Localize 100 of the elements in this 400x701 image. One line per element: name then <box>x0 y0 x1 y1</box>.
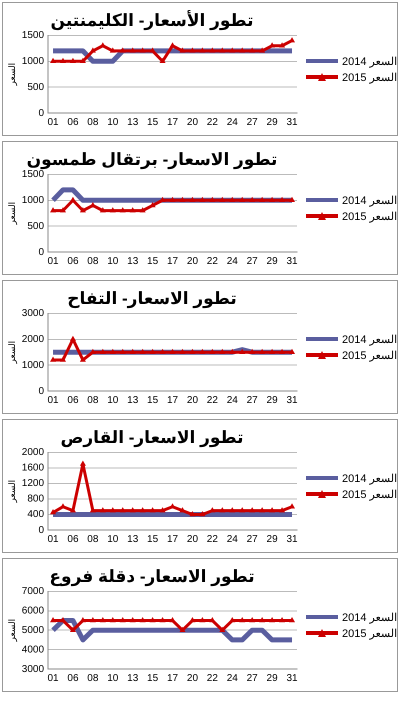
x-tick-label: 08 <box>87 394 99 406</box>
y-axis-title: السعر <box>6 62 18 86</box>
x-tick-label: 22 <box>206 672 218 684</box>
y-tick-label: 5000 <box>22 624 44 636</box>
y-axis-title: السعر <box>6 340 18 364</box>
x-tick-label: 06 <box>67 672 79 684</box>
x-tick-label: 29 <box>266 256 278 267</box>
x-tick-label: 10 <box>107 256 119 267</box>
x-tick-label: 27 <box>246 256 258 267</box>
x-tick-label: 08 <box>87 672 99 684</box>
x-tick-label: 22 <box>206 394 218 406</box>
x-tick-label: 31 <box>286 534 298 545</box>
x-tick-label: 24 <box>226 394 238 406</box>
x-tick-label: 24 <box>226 116 238 128</box>
x-tick-label: 31 <box>286 394 298 406</box>
x-tick-label: 27 <box>246 534 258 545</box>
chart-title: تطور الأسعار- الكليمنتين <box>50 8 254 31</box>
x-tick-label: 08 <box>87 534 99 545</box>
x-tick-label: 24 <box>226 256 238 267</box>
x-tick-label: 01 <box>47 672 60 684</box>
x-tick-label: 20 <box>186 672 198 684</box>
x-tick-label: 22 <box>206 116 218 128</box>
x-tick-label: 17 <box>166 256 179 267</box>
y-tick-label: 800 <box>27 494 44 505</box>
y-tick-label: 1000 <box>22 195 44 206</box>
y-axis-title: السعر <box>6 618 18 642</box>
x-tick-label: 17 <box>166 116 179 128</box>
x-tick-label: 06 <box>67 116 79 128</box>
y-tick-label: 1000 <box>22 56 44 68</box>
y-tick-label: 500 <box>27 220 44 232</box>
legend-label: السعر 2015 <box>342 70 398 84</box>
x-tick-label: 31 <box>286 672 298 684</box>
legend-label: السعر 2015 <box>342 488 398 500</box>
y-tick-label: 0 <box>38 246 44 258</box>
x-tick-label: 22 <box>206 256 218 267</box>
y-tick-label: 1500 <box>22 169 44 180</box>
x-tick-label: 01 <box>47 256 60 267</box>
chart-title: تطور الاسعار- القارص <box>60 428 244 448</box>
y-axis-title: السعر <box>6 480 18 504</box>
x-tick-label: 29 <box>266 672 278 684</box>
x-tick-label: 10 <box>107 672 119 684</box>
legend-label: السعر 2015 <box>342 348 398 362</box>
y-tick-label: 1200 <box>22 478 44 490</box>
y-tick-label: 0 <box>38 386 44 397</box>
y-tick-label: 2000 <box>22 334 44 346</box>
x-tick-label: 13 <box>127 394 139 406</box>
y-tick-label: 3000 <box>22 308 44 320</box>
legend-label: السعر 2015 <box>342 210 398 222</box>
x-tick-label: 10 <box>107 534 119 545</box>
x-tick-label: 13 <box>127 116 139 128</box>
x-tick-label: 08 <box>87 116 99 128</box>
x-tick-label: 10 <box>107 116 119 128</box>
y-tick-label: 7000 <box>22 586 44 598</box>
chart-title: تطور الاسعار- دقلة فروع <box>49 566 255 587</box>
x-tick-label: 27 <box>246 672 258 684</box>
x-tick-label: 06 <box>67 394 79 406</box>
y-tick-label: 4000 <box>22 644 44 656</box>
x-tick-label: 15 <box>147 394 159 406</box>
x-tick-label: 15 <box>147 534 159 545</box>
x-tick-label: 06 <box>67 534 79 545</box>
x-tick-label: 27 <box>246 394 258 406</box>
x-tick-label: 20 <box>186 256 198 267</box>
x-tick-label: 13 <box>127 256 139 267</box>
x-tick-label: 15 <box>147 672 159 684</box>
x-tick-label: 20 <box>186 116 198 128</box>
x-tick-label: 01 <box>47 116 60 128</box>
y-tick-label: 1000 <box>22 360 44 371</box>
x-tick-label: 20 <box>186 394 198 406</box>
x-tick-label: 17 <box>166 534 179 545</box>
legend-label: السعر 2014 <box>342 472 398 484</box>
y-tick-label: 400 <box>27 509 44 520</box>
legend-label: السعر 2014 <box>342 194 398 206</box>
x-tick-label: 08 <box>87 256 99 267</box>
x-tick-label: 29 <box>266 534 278 545</box>
y-tick-label: 0 <box>38 524 44 536</box>
x-tick-label: 27 <box>246 116 258 128</box>
chart-title: تطور الاسعار- التفاح <box>67 288 237 309</box>
y-tick-label: 1600 <box>22 462 44 474</box>
y-tick-label: 6000 <box>22 606 44 617</box>
y-tick-label: 0 <box>38 108 44 119</box>
x-tick-label: 17 <box>166 394 179 406</box>
x-tick-label: 20 <box>186 534 198 545</box>
y-tick-label: 2000 <box>22 447 44 458</box>
x-tick-label: 29 <box>266 394 278 406</box>
x-tick-label: 13 <box>127 672 139 684</box>
y-tick-label: 1500 <box>22 30 44 42</box>
legend-label: السعر 2014 <box>342 610 398 624</box>
x-tick-label: 10 <box>107 394 119 406</box>
x-tick-label: 15 <box>147 256 159 267</box>
x-tick-label: 24 <box>226 534 238 545</box>
x-tick-label: 31 <box>286 116 298 128</box>
x-tick-label: 17 <box>166 672 179 684</box>
y-tick-label: 3000 <box>22 664 44 675</box>
chart-title: تطور الاسعار- برتقال طمسون <box>26 150 278 170</box>
y-axis-title: السعر <box>6 202 18 226</box>
x-tick-label: 06 <box>67 256 79 267</box>
x-tick-label: 22 <box>206 534 218 545</box>
x-tick-label: 29 <box>266 116 278 128</box>
y-tick-label: 500 <box>27 82 44 93</box>
x-tick-label: 13 <box>127 534 139 545</box>
